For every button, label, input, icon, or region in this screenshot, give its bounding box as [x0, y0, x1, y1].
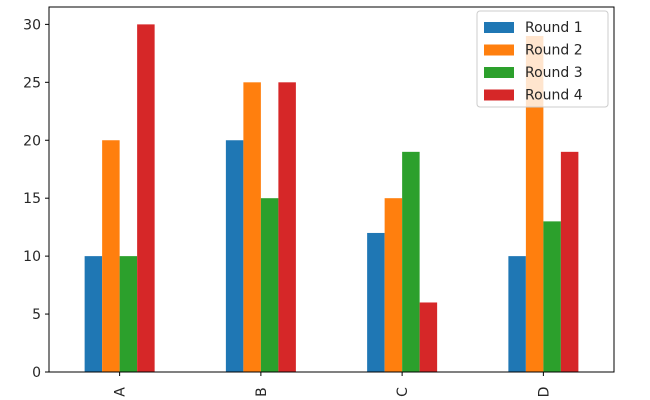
legend-swatch: [484, 44, 514, 56]
bars-layer: [84, 24, 579, 372]
legend-swatch: [484, 67, 514, 78]
plot-frame: [48, 6, 615, 373]
bar-round-1-c: [367, 232, 385, 372]
bar-round-4-d: [560, 151, 579, 372]
y-tick-label: 20: [23, 133, 41, 149]
y-tick-label: 10: [23, 249, 41, 265]
x-tick-label: A: [113, 387, 129, 397]
x-tick-label: D: [536, 387, 552, 398]
legend-swatch: [484, 22, 514, 33]
bar-round-3-a: [119, 256, 138, 372]
legend: Round 1 Round 2 Round 3 Round 4: [476, 10, 609, 108]
legend-swatch: [484, 89, 514, 101]
bar-round-4-b: [278, 82, 296, 372]
x-tick-label: B: [254, 387, 270, 397]
legend-label: Round 2: [525, 43, 583, 59]
legend-label: Round 4: [525, 88, 583, 104]
bar-round-2-a: [102, 140, 120, 372]
y-tick-label: 30: [23, 17, 41, 33]
bar-round-3-c: [402, 151, 420, 372]
bar-round-3-b: [260, 198, 279, 372]
bar-round-4-a: [137, 24, 155, 372]
x-tick-label: C: [395, 387, 411, 397]
bar-round-1-b: [225, 140, 244, 372]
bar-round-1-a: [84, 256, 103, 372]
bar-round-2-b: [243, 82, 261, 372]
y-tick-label: 5: [32, 307, 41, 323]
legend-box: [476, 10, 609, 108]
legend-label: Round 3: [525, 65, 583, 81]
bar-round-3-d: [543, 221, 561, 372]
axes-layer: 0 5 10 15 20 25 30 A B C D: [23, 6, 615, 398]
bar-round-1-d: [508, 256, 526, 372]
y-tick-label: 0: [32, 365, 41, 381]
bar-round-2-c: [384, 198, 403, 372]
y-tick-label: 15: [23, 191, 41, 207]
bar-round-4-c: [419, 302, 438, 372]
legend-label: Round 1: [525, 20, 583, 36]
bar-round-2-d: [525, 35, 544, 372]
y-tick-label: 25: [23, 75, 41, 91]
